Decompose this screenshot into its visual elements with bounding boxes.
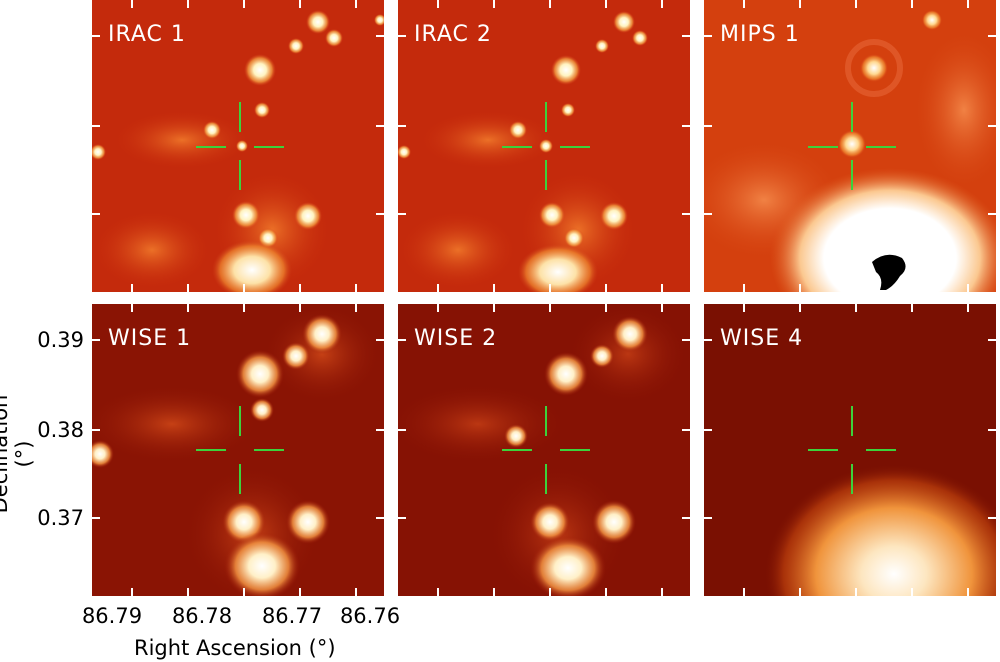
wise1-image bbox=[92, 304, 384, 596]
panel-irac1: IRAC 1 bbox=[92, 0, 384, 292]
panel-label: WISE 4 bbox=[720, 326, 804, 351]
saturated-region bbox=[872, 254, 906, 290]
y-tick-label: 0.39 bbox=[37, 328, 84, 352]
crosshair bbox=[196, 102, 284, 190]
irac2-image bbox=[398, 0, 690, 292]
panel-wise1: WISE 1 bbox=[92, 304, 384, 596]
crosshair bbox=[502, 406, 590, 494]
mips1-image bbox=[704, 0, 996, 292]
panel-mips1: MIPS 1 bbox=[704, 0, 996, 292]
panel-label: IRAC 1 bbox=[108, 22, 186, 47]
y-tick-label: 0.38 bbox=[37, 418, 84, 442]
wise2-image bbox=[398, 304, 690, 596]
x-tick-label: 86.77 bbox=[261, 604, 323, 628]
panel-wise4: WISE 4 bbox=[704, 304, 996, 596]
panel-wise2: WISE 2 bbox=[398, 304, 690, 596]
x-tick-label: 86.78 bbox=[171, 604, 233, 628]
crosshair bbox=[196, 406, 284, 494]
panel-label: WISE 2 bbox=[414, 326, 498, 351]
crosshair bbox=[808, 406, 896, 494]
panel-label: WISE 1 bbox=[108, 326, 192, 351]
panel-label: MIPS 1 bbox=[720, 22, 800, 47]
crosshair bbox=[808, 102, 896, 190]
panel-irac2: IRAC 2 bbox=[398, 0, 690, 292]
y-tick-label: 0.37 bbox=[37, 506, 84, 530]
x-tick-label: 86.79 bbox=[81, 604, 143, 628]
x-axis-label: Right Ascension (°) bbox=[134, 636, 336, 660]
crosshair bbox=[502, 102, 590, 190]
irac1-image bbox=[92, 0, 384, 292]
wise4-image bbox=[704, 304, 996, 596]
y-axis-label: Declination (°) bbox=[0, 394, 36, 514]
x-tick-label: 86.76 bbox=[339, 604, 401, 628]
panel-label: IRAC 2 bbox=[414, 22, 492, 47]
